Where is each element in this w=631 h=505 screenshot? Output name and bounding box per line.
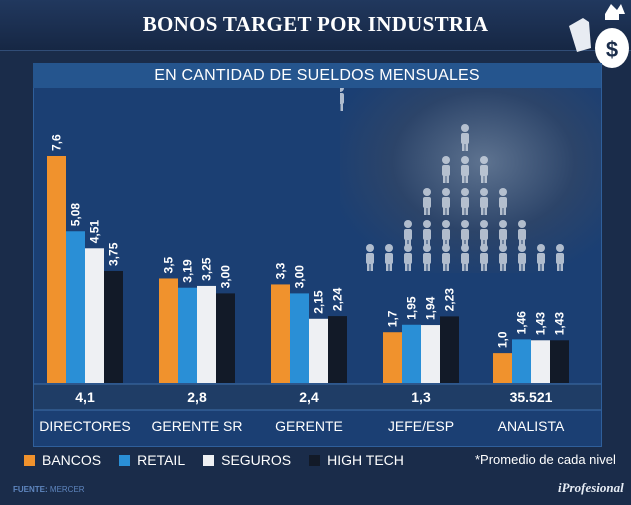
hierarchy-photo (336, 84, 601, 273)
average-value: 4,1 (75, 389, 95, 405)
average-note: *Promedio de cada nivel (475, 452, 616, 467)
data-label: 3,3 (274, 262, 288, 279)
bar-bancos (493, 353, 512, 383)
data-label: 3,75 (107, 242, 121, 266)
chart-legend: BANCOS RETAIL SEGUROS HIGH TECH (24, 451, 422, 469)
bar-retail (402, 324, 421, 383)
data-label: 4,51 (88, 220, 102, 244)
bar-seguros (309, 318, 328, 383)
category-label: JEFE/ESP (388, 418, 454, 434)
data-label: 1,95 (405, 296, 419, 320)
bar-high-tech (328, 316, 347, 383)
subtitle-bar: EN CANTIDAD DE SUELDOS MENSUALES (33, 63, 601, 88)
bar-bancos (159, 278, 178, 383)
legend-item-bancos: BANCOS (24, 452, 101, 468)
category-label: GERENTE (275, 418, 343, 434)
svg-text:$: $ (606, 37, 618, 62)
average-value: 2,8 (187, 389, 207, 405)
average-strip (34, 384, 601, 410)
bar-retail (66, 231, 85, 383)
bar-bancos (47, 156, 66, 383)
source-value: MERCER (49, 485, 85, 494)
bar-seguros (421, 325, 440, 383)
money-bag-icon: $ (569, 4, 629, 68)
average-value: 2,4 (299, 389, 319, 405)
data-label: 3,5 (162, 256, 176, 273)
bar-retail (512, 339, 531, 383)
data-label: 3,25 (200, 257, 214, 281)
category-label: ANALISTA (498, 418, 565, 434)
source-credit: FUENTE: MERCER (13, 485, 85, 494)
data-label: 2,15 (312, 290, 326, 314)
legend-label-high-tech: HIGH TECH (327, 452, 404, 468)
bar-high-tech (104, 270, 123, 383)
legend-item-seguros: SEGUROS (203, 452, 291, 468)
title-bar: BONOS TARGET POR INDUSTRIA (0, 0, 631, 51)
brand-logo: iProfesional (558, 480, 624, 495)
legend-label-bancos: BANCOS (42, 452, 102, 468)
data-label: 1,7 (386, 310, 400, 327)
legend-item-retail: RETAIL (119, 452, 185, 468)
legend-label-seguros: SEGUROS (221, 452, 292, 468)
bar-high-tech (440, 316, 459, 383)
data-label: 3,00 (219, 265, 233, 289)
data-label: 2,24 (331, 287, 345, 311)
bar-seguros (85, 248, 104, 383)
legend-swatch-seguros (203, 454, 215, 466)
source-label: FUENTE: (13, 485, 48, 494)
average-value: 35.521 (510, 389, 553, 405)
legend-swatch-bancos (24, 454, 35, 466)
bar-bancos (271, 284, 290, 383)
bar-retail (290, 293, 309, 383)
legend-swatch-retail (119, 454, 131, 466)
bar-seguros (531, 340, 550, 383)
data-label: 5,08 (69, 203, 83, 227)
chart-subtitle: EN CANTIDAD DE SUELDOS MENSUALES (154, 67, 480, 84)
legend-label-retail: RETAIL (137, 452, 186, 468)
data-label: 1,46 (515, 311, 529, 335)
data-label: 1,0 (496, 331, 510, 348)
page-title: BONOS TARGET POR INDUSTRIA (142, 12, 489, 36)
data-label: 3,00 (293, 265, 307, 289)
category-label: DIRECTORES (39, 418, 131, 434)
bar-seguros (197, 285, 216, 383)
bar-retail (178, 287, 197, 383)
bar-high-tech (550, 340, 569, 383)
legend-item-high-tech: HIGH TECH (309, 452, 404, 468)
data-label: 2,23 (443, 288, 457, 312)
data-label: 1,43 (553, 312, 567, 336)
data-label: 1,94 (424, 296, 438, 320)
data-label: 1,43 (534, 312, 548, 336)
category-label: GERENTE SR (151, 418, 242, 434)
bar-high-tech (216, 293, 235, 383)
average-value: 1,3 (411, 389, 431, 405)
legend-swatch-high-tech (309, 454, 321, 466)
data-label: 7,6 (50, 134, 64, 151)
bar-bancos (383, 332, 402, 383)
data-label: 3,19 (181, 259, 195, 283)
